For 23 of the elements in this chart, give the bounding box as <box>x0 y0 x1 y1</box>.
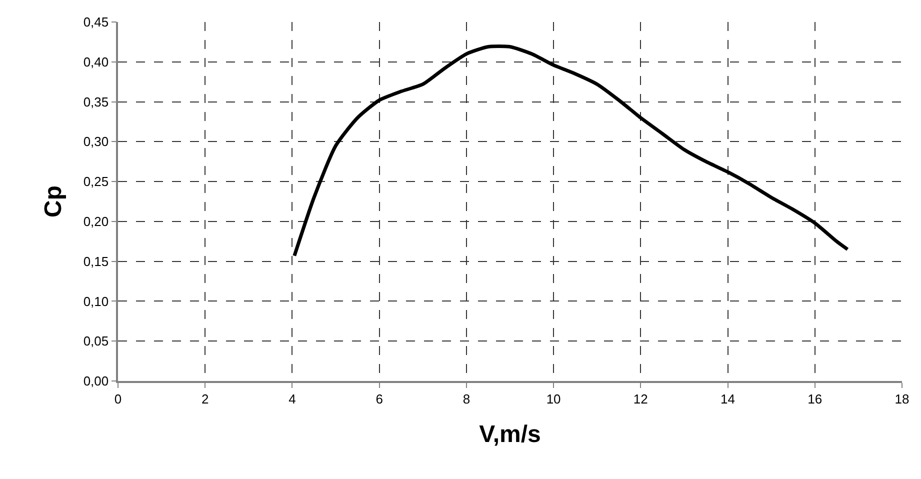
x-tick-label: 2 <box>201 391 209 406</box>
y-tick-label: 0,10 <box>83 294 109 309</box>
x-tick-label: 6 <box>376 391 383 406</box>
x-tick-label: 12 <box>633 391 648 406</box>
x-axis-title: V,m/s <box>479 421 541 448</box>
y-tick-label: 0,45 <box>83 14 109 30</box>
x-tick-label: 4 <box>288 391 296 406</box>
x-tick-label: 8 <box>462 391 470 406</box>
x-tick-label: 14 <box>720 391 736 406</box>
y-tick-label: 0,25 <box>83 174 109 190</box>
y-tick-label: 0,20 <box>83 214 109 229</box>
line-series <box>292 44 850 258</box>
x-tick-label: 18 <box>894 391 910 406</box>
y-tick-label: 0,30 <box>83 134 109 150</box>
y-axis-title: Cp <box>40 186 67 218</box>
y-tick-label: 0,35 <box>83 94 109 110</box>
x-tick-label: 10 <box>546 391 561 406</box>
y-tick-label: 0,15 <box>83 254 109 269</box>
y-tick-label: 0,05 <box>83 334 109 349</box>
x-tick-label: 0 <box>114 391 122 406</box>
x-tick-label: 16 <box>808 391 822 406</box>
y-tick-label: 0,00 <box>83 374 109 389</box>
y-tick-label: 0,40 <box>83 54 109 70</box>
